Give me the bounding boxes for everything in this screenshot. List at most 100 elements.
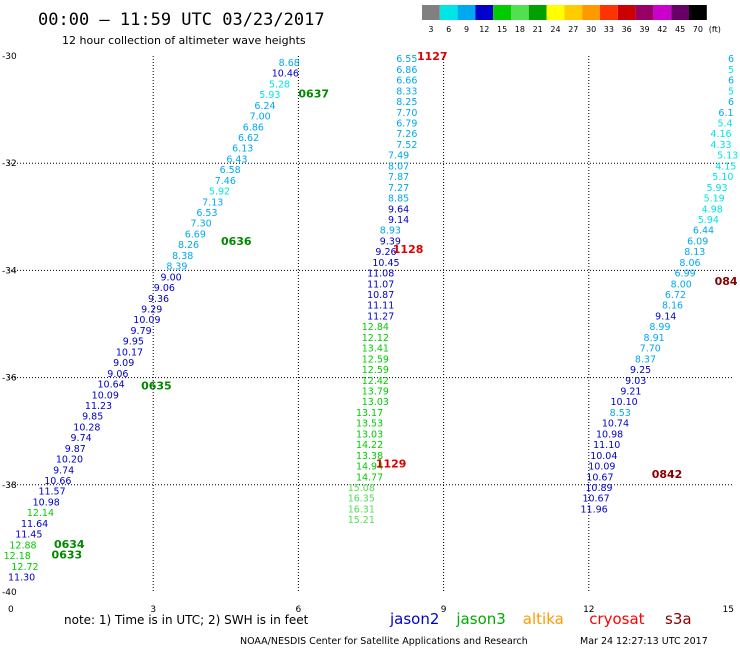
credit-text: NOAA/NESDIS Center for Satellite Applica… [240, 636, 528, 647]
swh-value-label: 16.35 [348, 494, 375, 505]
swh-value-label: 16.31 [348, 504, 375, 515]
swh-value-label: 5.92 [209, 187, 230, 198]
swh-value-label: 6.66 [396, 76, 417, 87]
swh-value-label: 8.91 [644, 333, 665, 344]
x-tick-label: 12 [583, 605, 594, 615]
swh-value-label: 8.39 [166, 262, 187, 273]
y-axis-ticks: -30 -32 -34 -36 -38 -40 [2, 52, 17, 598]
swh-value-label: 8.99 [649, 322, 670, 333]
swh-value-label: 13.38 [356, 451, 383, 462]
swh-value-label: 10.87 [367, 290, 394, 301]
color-scale-label: 27 [568, 25, 578, 34]
swh-value-label: 5.93 [706, 183, 727, 194]
swh-value-label: 8.07 [388, 161, 409, 172]
color-scale-label: 21 [533, 25, 543, 34]
pass-time-label: 1128 [393, 243, 424, 256]
swh-value-label: 13.17 [356, 408, 383, 419]
swh-value-label: 9.25 [630, 365, 651, 376]
note-text: note: 1) Time is in UTC; 2) SWH is in fe… [64, 613, 309, 627]
swh-value-label: 7.46 [215, 176, 236, 187]
pass-time-label: 0635 [141, 380, 172, 393]
swh-value-label: 10.20 [56, 455, 83, 466]
swh-value-label: 12.72 [11, 562, 38, 573]
swh-value-label: 8.33 [396, 86, 417, 97]
color-scale-label: 15 [497, 25, 507, 34]
swh-value-label: 12.84 [362, 322, 389, 333]
swh-value-label: 6.58 [220, 165, 241, 176]
swh-value-label: 13.03 [356, 429, 383, 440]
y-tick-label: -38 [2, 481, 17, 491]
swh-value-label: 13.03 [362, 397, 389, 408]
swh-value-label: 12.88 [9, 540, 36, 551]
swh-value-label: 9.74 [71, 433, 92, 444]
swh-value-label: 10.09 [588, 462, 615, 473]
swh-value-label: 6.79 [396, 119, 417, 130]
y-tick-label: -30 [2, 52, 17, 62]
swh-value-label: 7.30 [191, 219, 212, 230]
swh-value-label: 6.1 [718, 108, 733, 119]
legend-cryosat: cryosat [589, 610, 644, 628]
swh-value-label: 8.25 [396, 97, 417, 108]
color-scale-label: 9 [464, 25, 469, 34]
swh-value-label: 11.08 [367, 269, 394, 280]
swh-value-label: 10.09 [133, 315, 160, 326]
color-scale-label: 45 [675, 25, 685, 34]
swh-value-label: 9.00 [161, 272, 182, 283]
swh-value-label: 10.45 [372, 258, 399, 269]
swh-value-label: 5.10 [712, 172, 733, 183]
color-scale-label: 30 [586, 25, 596, 34]
pass-time-label: 1129 [376, 457, 407, 470]
swh-value-label: 9.29 [141, 304, 162, 315]
color-scale-label: 12 [479, 25, 489, 34]
swh-value-label: 6.62 [238, 133, 259, 144]
y-tick-label: -34 [2, 266, 17, 276]
color-swatch [635, 5, 654, 20]
color-swatch [689, 5, 707, 20]
color-swatch [653, 5, 672, 20]
color-scale-label: 33 [604, 25, 614, 34]
swh-value-label: 8.16 [662, 301, 683, 312]
color-scale-label: 36 [622, 25, 632, 34]
swh-value-label: 10.04 [590, 451, 617, 462]
swh-value-label: 5.19 [704, 194, 725, 205]
swh-value-label: 9.39 [380, 236, 401, 247]
plot-grid [8, 56, 734, 592]
swh-value-label: 7.52 [396, 140, 417, 151]
pass-time-label: 0636 [221, 235, 252, 248]
swh-value-label: 6.53 [196, 208, 217, 219]
swh-value-label: 12.18 [4, 551, 31, 562]
color-swatch [457, 5, 476, 20]
x-tick-label: 15 [723, 605, 734, 615]
swh-value-label: 14.94 [356, 462, 383, 473]
swh-value-label: 5.93 [259, 90, 280, 101]
swh-value-label: 7.49 [388, 151, 409, 162]
y-tick-label: -36 [2, 374, 17, 384]
swh-value-label: 13.79 [362, 387, 389, 398]
swh-value-label: 10.98 [596, 429, 623, 440]
swh-value-label: 5.94 [698, 215, 719, 226]
pass-time-label: 084 [715, 275, 738, 288]
swh-value-label: 6.55 [396, 54, 417, 65]
swh-value-label: 9.26 [375, 247, 396, 258]
color-swatch [582, 5, 600, 20]
swh-value-label: 11.30 [8, 572, 35, 583]
chart-title: 00:00 – 11:59 UTC 03/23/2017 [38, 10, 325, 30]
color-scale-label: 3 [428, 25, 433, 34]
color-swatch [439, 5, 458, 20]
y-tick-label: -40 [2, 588, 17, 598]
swh-value-label: 10.67 [582, 494, 609, 505]
swh-value-label: 10.98 [33, 497, 60, 508]
swh-value-label: 11.07 [367, 279, 394, 290]
swh-value-label: 10.67 [586, 472, 613, 483]
swh-value-label: 8.06 [679, 258, 700, 269]
pass-time-label: 0633 [52, 548, 83, 561]
swh-value-label: 7.00 [250, 112, 271, 123]
x-tick-label: 9 [441, 605, 447, 615]
x-tick-label: 3 [150, 605, 156, 615]
swh-value-label: 5.13 [717, 151, 738, 162]
swh-value-label: 9.06 [107, 369, 128, 380]
swh-value-label: 7.27 [388, 183, 409, 194]
swh-value-label: 15.08 [348, 483, 375, 494]
